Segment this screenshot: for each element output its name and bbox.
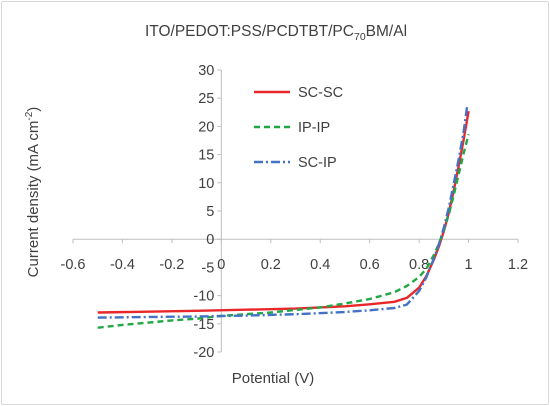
legend-label: SC-IP (298, 155, 337, 171)
series-line-sc-ip (97, 104, 469, 319)
y-tick-label: 0 (206, 232, 214, 248)
x-tick-label: 1 (465, 257, 473, 273)
x-tick-label: 1.2 (508, 257, 528, 273)
x-tick-label: 0.8 (409, 257, 429, 273)
y-tick-label: 10 (198, 176, 214, 192)
y-tick-label: -5 (201, 260, 214, 276)
y-axis-label: Current density (mA cm-2) (24, 107, 42, 278)
legend-label: IP-IP (298, 120, 330, 136)
y-tick-label: -15 (193, 317, 214, 333)
y-tick-label: 5 (206, 204, 214, 220)
x-tick-label: 0.4 (310, 257, 330, 273)
x-tick-label: 0.2 (261, 257, 281, 273)
x-tick-label: -0.6 (61, 257, 86, 273)
x-tick-label: 0 (217, 257, 225, 273)
x-tick-label: -0.4 (110, 257, 135, 273)
y-tick-label: -10 (193, 289, 214, 305)
y-tick-label: 15 (198, 148, 214, 164)
y-tick-label: 25 (198, 91, 214, 107)
x-tick-label: 0.6 (360, 257, 380, 273)
x-axis-label: Potential (V) (232, 370, 315, 387)
y-tick-label: 30 (198, 63, 214, 79)
x-tick-label: -0.2 (159, 257, 184, 273)
y-tick-label: -20 (193, 345, 214, 361)
legend-label: SC-SC (298, 85, 343, 101)
chart-title: ITO/PEDOT:PSS/PCDTBT/PC70BM/Al (145, 23, 407, 43)
y-tick-label: 20 (198, 119, 214, 135)
